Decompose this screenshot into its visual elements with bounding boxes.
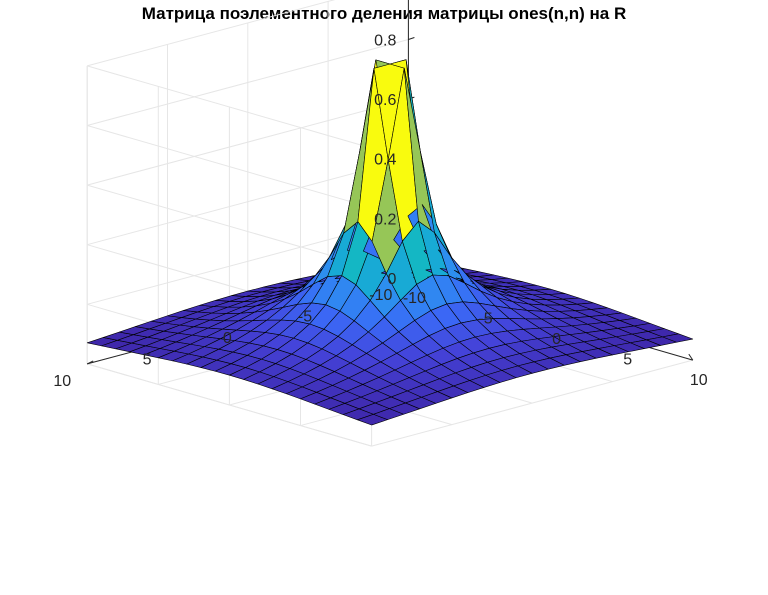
z-tick-label: 0.2 xyxy=(374,211,396,228)
x-tick-label: -5 xyxy=(478,310,492,327)
x-tick-label: 10 xyxy=(690,372,708,389)
x-tick-label: 5 xyxy=(623,352,632,369)
x-tick xyxy=(688,353,694,361)
y-tick-label: 10 xyxy=(53,373,71,390)
z-tick-label: 0.6 xyxy=(374,92,396,109)
y-tick-label: -5 xyxy=(298,308,312,325)
x-tick-label: 0 xyxy=(552,331,561,348)
surface-face xyxy=(662,333,694,343)
x-tick-label: -10 xyxy=(403,290,426,307)
chart-title: Матрица поэлементного деления матрицы on… xyxy=(141,4,627,23)
z-tick xyxy=(408,37,415,40)
surface-layer xyxy=(86,59,694,426)
y-tick-label: -10 xyxy=(369,287,392,304)
z-tick-label: 0 xyxy=(387,271,396,288)
y-tick-label: 5 xyxy=(143,351,152,368)
x-gridline xyxy=(371,359,693,447)
z-tick-label: 0.4 xyxy=(374,152,396,169)
z-tick-label: 0.8 xyxy=(374,33,396,50)
y-tick-label: 0 xyxy=(223,330,232,347)
y-tick xyxy=(86,360,94,365)
